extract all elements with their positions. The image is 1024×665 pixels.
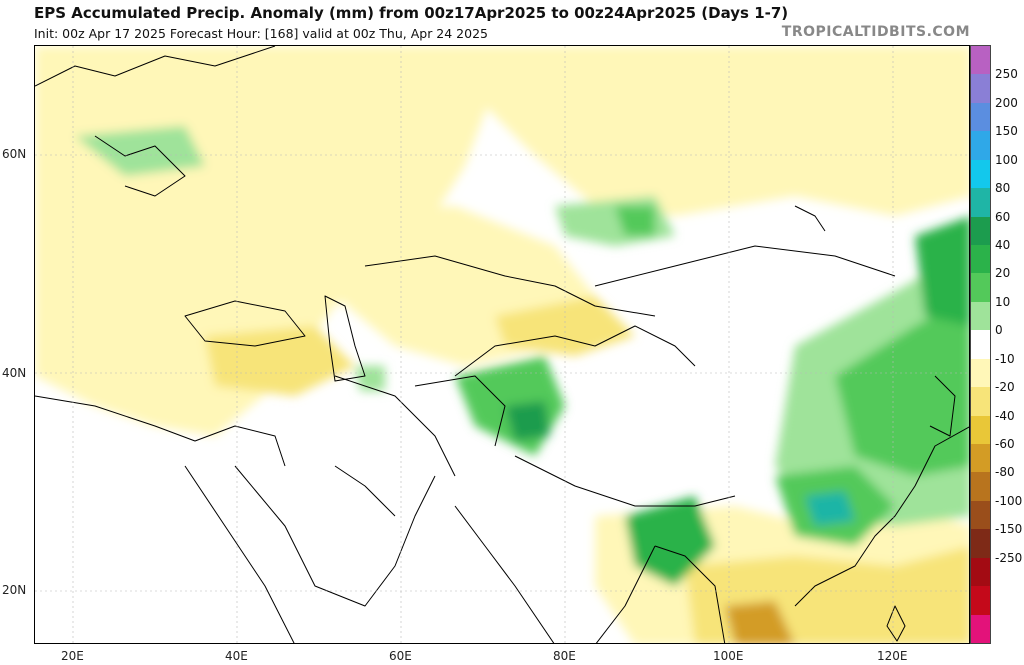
- border-afghan: [414, 375, 506, 447]
- colorbar-segment: [971, 472, 990, 502]
- lake-baikal: [794, 205, 826, 232]
- coastline-persian-gulf: [334, 465, 396, 517]
- moderate-dry-anatolia: [205, 326, 355, 396]
- lon-label-20e: 20E: [61, 649, 84, 663]
- colorbar-tick-label: 250: [995, 67, 1018, 82]
- precip-anomaly-map: [34, 45, 970, 644]
- coastline-korea: [929, 375, 956, 437]
- colorbar-segment: [971, 159, 990, 189]
- colorbar-tick-label: 200: [995, 95, 1018, 110]
- colorbar-tick-label: 150: [995, 124, 1018, 139]
- lat-label-40n: 40N: [2, 366, 27, 380]
- lat-label-20n: 20N: [2, 583, 27, 597]
- colorbar-tick-label: -10: [995, 351, 1015, 366]
- colorbar-tick-label: 10: [995, 294, 1011, 309]
- coastline-europe-north: [35, 46, 276, 87]
- coastline-arabia: [234, 465, 436, 607]
- border-mongolia: [594, 245, 896, 287]
- colorbar-tick-label: -40: [995, 408, 1015, 423]
- colorbar-segment: [971, 586, 990, 616]
- coastline-india-west: [454, 505, 555, 643]
- wet-siberia-band: [555, 196, 675, 246]
- colorbar-segment: [971, 415, 990, 445]
- colorbar-tick-label: 40: [995, 238, 1011, 252]
- colorbar-segment: [971, 500, 990, 530]
- coastline-red-sea: [184, 465, 295, 643]
- coastline-black-sea: [184, 300, 306, 347]
- lon-label-100e: 100E: [713, 649, 744, 663]
- colorbar-tick-label: -100: [995, 493, 1023, 508]
- colorbar-tick-label: 80: [995, 181, 1011, 196]
- colorbar-segment: [971, 387, 990, 417]
- lon-label-60e: 60E: [389, 649, 412, 663]
- colorbar-segment: [971, 273, 990, 303]
- colorbar-tick-label: -250: [995, 550, 1023, 565]
- colorbar-tick-label: 60: [995, 209, 1011, 224]
- coastlines-borders: [35, 46, 969, 643]
- dry-field-north: [455, 46, 969, 216]
- anomaly-shading: [35, 46, 969, 643]
- map-title: EPS Accumulated Precip. Anomaly (mm) fro…: [34, 4, 789, 22]
- wet-east-china-core: [835, 297, 969, 476]
- colorbar-segment: [971, 557, 990, 587]
- lat-label-60n: 60N: [2, 147, 27, 161]
- coastline-baltic: [94, 135, 186, 197]
- colorbar-segment: [971, 131, 990, 161]
- colorbar-tick-label: -60: [995, 437, 1015, 451]
- map-canvas: [35, 46, 969, 643]
- colorbar-segment: [971, 102, 990, 132]
- border-iran: [334, 375, 456, 477]
- coastline-east-asia: [794, 426, 969, 607]
- brand-watermark[interactable]: TROPICALTIDBITS.COM: [781, 24, 970, 40]
- colorbar-segment: [971, 301, 990, 331]
- coastline-bay-of-bengal: [654, 545, 726, 643]
- coastline-taiwan: [886, 605, 906, 642]
- colorbar-segment: [971, 358, 990, 388]
- border-caspian-aral: [364, 255, 656, 317]
- colorbar-tick-label: 0: [995, 323, 1003, 338]
- wet-northeast: [915, 216, 969, 326]
- strong-dry-indochina: [725, 601, 795, 643]
- coastline-india-east: [595, 545, 656, 643]
- colorbar-tick-label: 20: [995, 266, 1011, 281]
- colorbar-segment: [971, 245, 990, 274]
- colorbar-segment: [971, 216, 990, 246]
- colorbar-segment: [971, 74, 990, 104]
- wet-karakoram-core: [505, 401, 550, 441]
- colorbar: [970, 45, 991, 644]
- colorbar-segment: [971, 46, 990, 75]
- colorbar-tick-label: -150: [995, 522, 1023, 537]
- border-china-west: [454, 325, 696, 377]
- colorbar-segment: [971, 188, 990, 218]
- wet-south-china-core: [805, 491, 855, 526]
- colorbar-segment: [971, 614, 990, 644]
- colorbar-tick-label: -80: [995, 465, 1015, 480]
- lon-label-80e: 80E: [553, 649, 576, 663]
- coastline-caspian: [324, 295, 366, 382]
- lon-label-120e: 120E: [877, 649, 908, 663]
- colorbar-segment: [971, 444, 990, 473]
- map-subtitle: Init: 00z Apr 17 2025 Forecast Hour: [16…: [34, 26, 488, 41]
- colorbar-tick-label: 100: [995, 152, 1018, 167]
- border-himalaya: [514, 455, 736, 507]
- lon-label-40e: 40E: [225, 649, 248, 663]
- colorbar-segment: [971, 330, 990, 360]
- colorbar-segment: [971, 529, 990, 559]
- wet-siberia-core: [615, 206, 655, 236]
- coastline-mediterranean: [35, 395, 286, 467]
- colorbar-tick-label: -20: [995, 380, 1015, 395]
- graticule: [35, 46, 969, 643]
